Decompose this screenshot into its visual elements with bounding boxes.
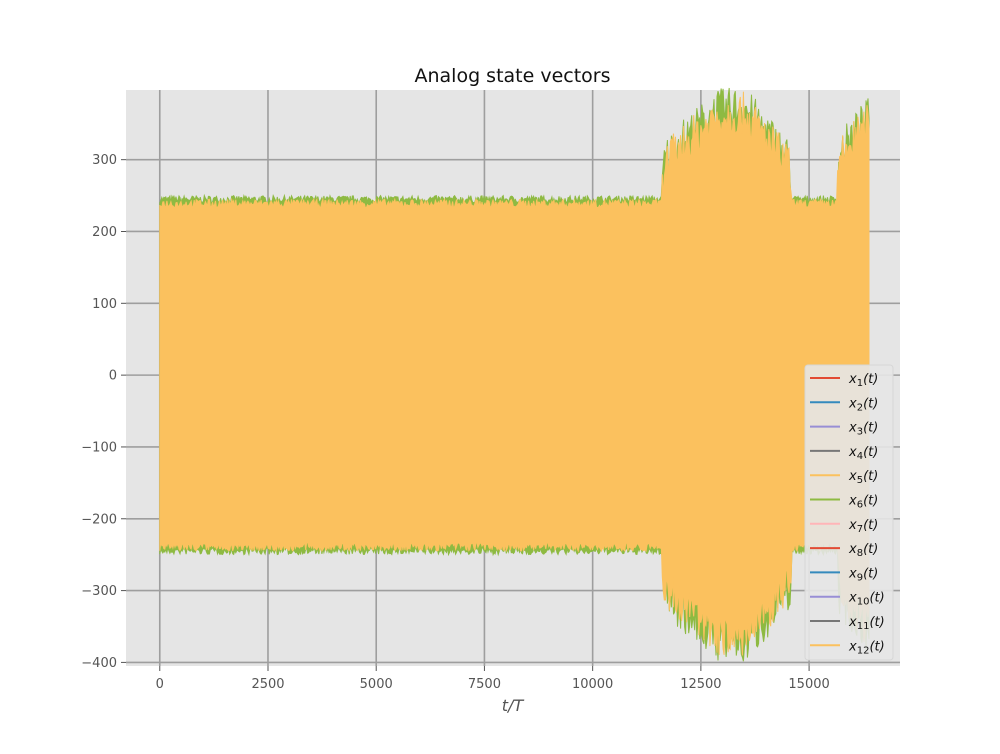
legend-label: x1(t): [848, 372, 878, 389]
x-tick-label: 5000: [360, 677, 393, 692]
x-tick-label: 12500: [680, 677, 721, 692]
legend-label: x12(t): [848, 639, 885, 656]
x-tick-label: 0: [156, 677, 164, 692]
legend-label: x4(t): [848, 445, 878, 462]
y-tick-label: −100: [81, 440, 117, 455]
legend-label: x9(t): [848, 566, 878, 583]
y-tick-label: 200: [92, 225, 117, 240]
x-tick-label: 2500: [251, 677, 284, 692]
legend-label: x8(t): [848, 542, 878, 559]
legend-label: x2(t): [848, 396, 878, 413]
x-axis-ticks: 0 2500 5000 7500 10000 12500 15000: [156, 666, 830, 692]
chart-title: Analog state vectors: [414, 65, 610, 87]
legend-label: x5(t): [848, 469, 878, 486]
legend-label: x6(t): [848, 494, 878, 511]
legend-label: x7(t): [848, 518, 878, 535]
y-tick-label: 300: [92, 153, 117, 168]
y-tick-label: 100: [92, 297, 117, 312]
x-tick-label: 7500: [468, 677, 501, 692]
legend-label: x10(t): [848, 591, 885, 608]
x-tick-label: 10000: [572, 677, 613, 692]
legend-label: x11(t): [848, 615, 885, 632]
y-axis-ticks: −400 −300 −200 −100 0 100 200 300: [81, 153, 126, 671]
legend-box: [804, 364, 894, 661]
y-tick-label: −400: [81, 656, 117, 671]
x-axis-label: t/T: [502, 696, 525, 715]
y-tick-label: −300: [81, 584, 117, 599]
x-tick-label: 15000: [788, 677, 829, 692]
y-tick-label: 0: [109, 369, 117, 384]
legend: x1(t) x2(t) x3(t) x4(t) x5(t) x6(t) x7(t) x8(t)…: [804, 364, 894, 661]
legend-label: x3(t): [848, 421, 878, 438]
y-tick-label: −200: [81, 512, 117, 527]
